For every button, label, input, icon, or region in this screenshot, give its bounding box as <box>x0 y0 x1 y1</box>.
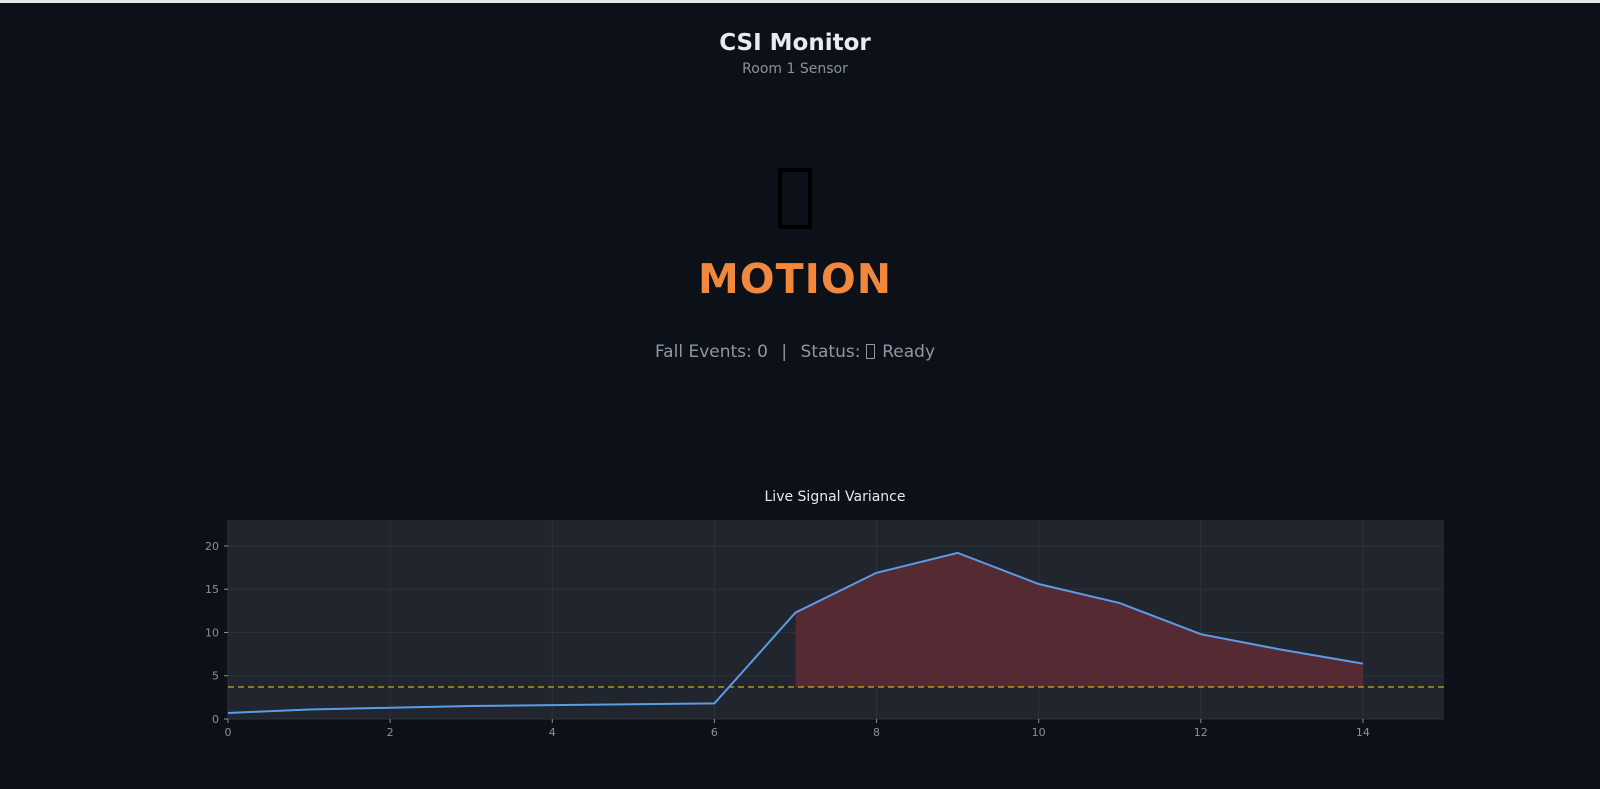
x-tick-label: 12 <box>1194 726 1208 739</box>
above-threshold-fill <box>795 552 1363 687</box>
person-motion-icon <box>778 168 812 229</box>
x-tick-label: 8 <box>873 726 880 739</box>
data-points <box>227 552 1364 714</box>
page-title: CSI Monitor <box>719 30 871 56</box>
header: CSI Monitor Room 1 Sensor <box>0 28 1590 78</box>
status-panel: MOTION Fall Events: 0 | Status: Ready <box>0 168 1590 363</box>
sensor-subtitle: Room 1 Sensor <box>742 61 848 77</box>
y-tick-label: 0 <box>212 713 219 726</box>
status-label: Status: <box>800 342 861 362</box>
x-tick-label: 2 <box>387 726 394 739</box>
x-tick-label: 14 <box>1356 726 1370 739</box>
x-tick-label: 4 <box>549 726 556 739</box>
fall-events-count: 0 <box>757 342 768 362</box>
x-tick-label: 6 <box>711 726 718 739</box>
x-tick-label: 0 <box>225 726 232 739</box>
axes: 0 2 4 6 8 10 12 14 0 5 10 15 20 <box>205 540 1370 739</box>
y-tick-label: 15 <box>205 583 219 596</box>
status-value: Ready <box>882 342 936 362</box>
y-tick-label: 20 <box>205 540 219 553</box>
window-top-border <box>0 0 1600 3</box>
y-tick-label: 10 <box>205 626 219 639</box>
y-tick-label: 5 <box>212 670 219 683</box>
summary-separator: | <box>781 342 788 362</box>
status-check-icon <box>865 344 875 359</box>
summary-line: Fall Events: 0 | Status: Ready <box>0 341 1590 363</box>
signal-variance-chart: Live Signal Variance 0 2 4 6 8 10 12 14 0 5 10 15 20 <box>0 489 1600 750</box>
chart-title: Live Signal Variance <box>765 490 906 505</box>
fall-events-label: Fall Events: <box>654 342 752 362</box>
activity-state-label: MOTION <box>697 255 893 303</box>
chart-svg: Live Signal Variance 0 2 4 6 8 10 12 14 0 5 10 15 20 <box>205 489 1444 739</box>
x-tick-label: 10 <box>1032 726 1046 739</box>
